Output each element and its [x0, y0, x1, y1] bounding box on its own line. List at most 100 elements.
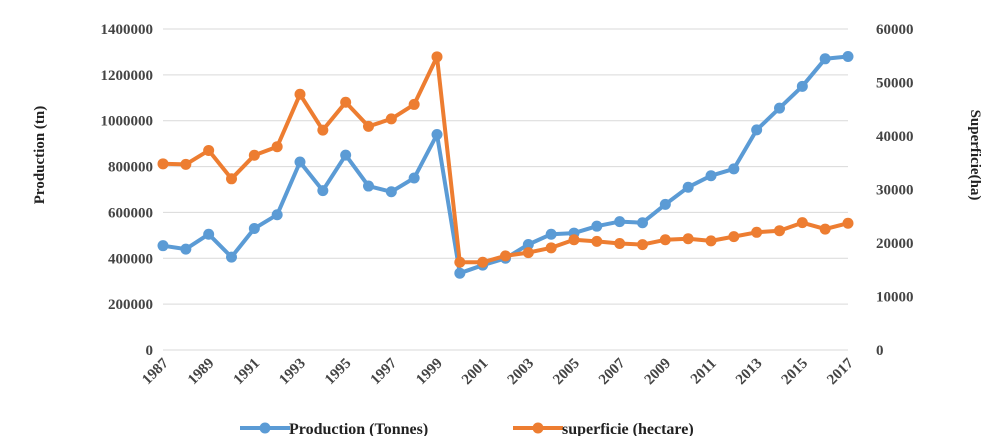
data-point — [294, 88, 306, 100]
data-point — [226, 251, 237, 263]
data-point — [408, 98, 420, 110]
data-point — [637, 217, 648, 229]
data-point — [454, 267, 466, 279]
legend: Production (Tonnes) superficie (hectare) — [240, 421, 694, 436]
x-tick-label: 2005 — [550, 356, 583, 389]
data-point — [819, 223, 831, 235]
y-tick-label: 800000 — [108, 160, 153, 176]
legend-item-production: Production (Tonnes) — [240, 421, 428, 436]
data-point — [408, 172, 420, 184]
gridlines — [163, 28, 848, 351]
data-point — [248, 222, 260, 234]
data-point — [431, 128, 443, 140]
data-point — [203, 228, 215, 240]
x-tick-label: 1997 — [368, 355, 401, 388]
data-point — [226, 173, 237, 185]
x-tick-label: 2009 — [642, 356, 675, 389]
legend-label-superficie: superficie (hectare) — [562, 421, 694, 436]
data-point — [454, 256, 466, 268]
data-point — [705, 170, 717, 182]
y-tick-label: 200000 — [108, 297, 153, 313]
data-point — [591, 235, 603, 247]
data-point — [751, 226, 763, 238]
x-tick-label: 2017 — [824, 355, 857, 388]
data-point — [157, 240, 169, 252]
data-point — [842, 217, 854, 229]
data-point — [682, 181, 694, 193]
y2-tick-label: 30000 — [876, 183, 914, 199]
x-axis: 1987 1989 1991 1993 1995 1997 1999 2001 2003 2005… — [139, 355, 857, 388]
data-point — [363, 180, 374, 192]
data-point — [248, 149, 260, 161]
y2-tick-label: 50000 — [876, 76, 914, 92]
data-point — [545, 228, 557, 240]
data-point — [340, 96, 352, 108]
y-tick-label: 400000 — [108, 251, 153, 267]
y2-tick-label: 0 — [876, 343, 884, 359]
series-superficie — [157, 51, 854, 268]
y-tick-label: 1400000 — [101, 22, 154, 38]
series-line — [162, 54, 849, 265]
data-point — [659, 234, 671, 246]
data-point — [271, 209, 283, 221]
data-point — [317, 185, 329, 197]
x-tick-label: 1995 — [322, 356, 355, 389]
y2-tick-label: 40000 — [876, 129, 914, 145]
y2-tick-label: 60000 — [876, 22, 914, 38]
data-point — [637, 239, 648, 251]
y2-tick-label: 20000 — [876, 236, 914, 252]
left-axis-title: Production (tn) — [32, 106, 48, 204]
data-point — [659, 198, 671, 210]
y-tick-label: 1000000 — [101, 114, 154, 130]
data-point — [728, 163, 740, 175]
data-point — [203, 144, 215, 156]
data-point — [522, 239, 534, 251]
y-tick-label: 600000 — [108, 205, 153, 221]
legend-marker-production — [259, 422, 271, 434]
data-point — [842, 51, 854, 63]
data-point — [180, 243, 192, 255]
x-tick-label: 1991 — [231, 356, 264, 389]
series-line — [162, 54, 849, 276]
x-tick-label: 1999 — [413, 356, 446, 389]
series-layer — [157, 51, 854, 279]
data-point — [591, 220, 603, 232]
data-point — [774, 102, 785, 114]
x-tick-label: 2011 — [688, 356, 720, 388]
data-point — [705, 235, 717, 247]
x-tick-label: 2013 — [733, 356, 766, 389]
x-tick-label: 2007 — [596, 355, 629, 388]
x-tick-label: 1987 — [139, 355, 172, 388]
left-axis: 0 200000 400000 600000 800000 1000000 1200000 1… — [101, 22, 154, 359]
data-point — [568, 234, 580, 246]
series-production — [157, 51, 854, 279]
data-point — [340, 149, 352, 161]
data-point — [728, 231, 740, 243]
data-point — [294, 156, 306, 168]
data-point — [271, 141, 283, 153]
data-point — [774, 225, 785, 237]
x-tick-label: 2003 — [505, 356, 538, 389]
right-axis-title: Superficie(ha) — [967, 110, 981, 201]
data-point — [477, 256, 489, 268]
data-point — [682, 233, 694, 245]
x-tick-label: 2015 — [779, 356, 812, 389]
x-tick-label: 2001 — [459, 356, 492, 389]
data-point — [614, 238, 626, 250]
y2-tick-label: 10000 — [876, 290, 914, 306]
legend-label-production: Production (Tonnes) — [289, 421, 428, 436]
data-point — [500, 250, 511, 262]
data-point — [363, 120, 374, 132]
y-tick-label: 0 — [146, 343, 154, 359]
data-point — [385, 186, 397, 198]
data-point — [796, 217, 808, 229]
x-tick-label: 1989 — [185, 356, 218, 389]
data-point — [614, 216, 626, 228]
data-point — [385, 113, 397, 125]
right-axis: 0 10000 20000 30000 40000 50000 60000 — [876, 22, 914, 359]
x-tick-label: 1993 — [276, 356, 309, 389]
legend-item-superficie: superficie (hectare) — [513, 421, 694, 436]
data-point — [522, 247, 534, 259]
